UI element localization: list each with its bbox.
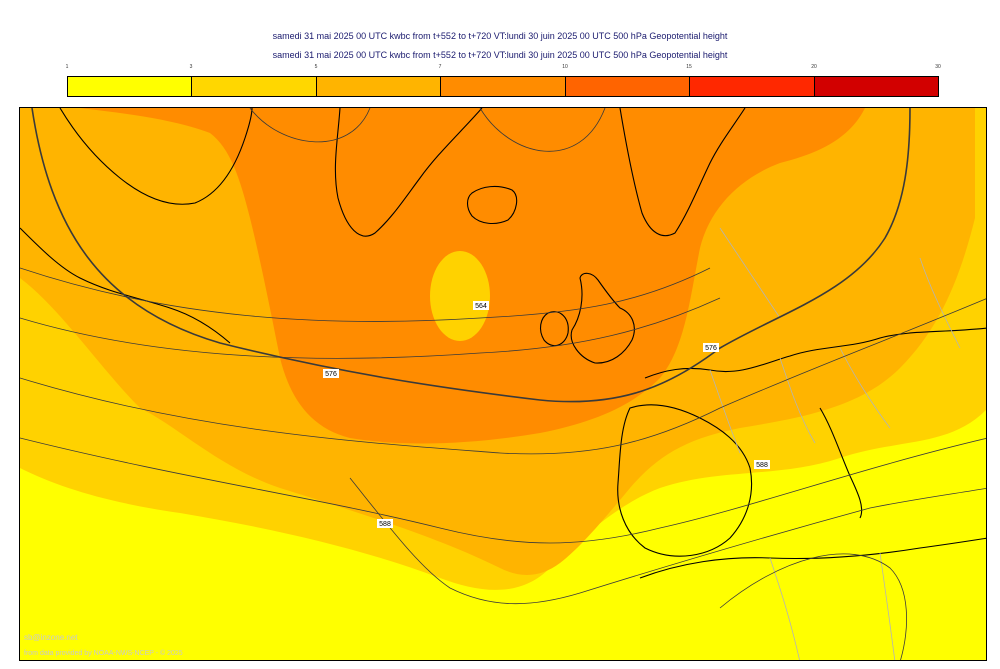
band-inner-cell: [430, 251, 490, 341]
legend-swatch: [690, 77, 815, 96]
legend-swatch: [565, 77, 691, 96]
isoline: [719, 553, 907, 660]
legend-swatch: [192, 77, 317, 96]
contour-label: 588: [379, 521, 391, 528]
british-isles-coast: [570, 272, 635, 364]
contour-label: 564: [475, 303, 487, 310]
legend-tick-label: 5: [314, 64, 318, 70]
legend-tick-label: 20: [811, 64, 817, 70]
contour-label: 588: [756, 462, 768, 469]
legend-tick-label: 10: [562, 64, 568, 70]
isoline: [20, 437, 986, 544]
map-canvas: 564 576 576 588 588: [20, 108, 986, 660]
legend-tick-label: 3: [189, 64, 193, 70]
map-title-line-2: samedi 31 mai 2025 00 UTC kwbc from t+55…: [272, 50, 728, 60]
europe-coast: [644, 327, 986, 379]
data-source-credit: from data provided by NOAA-NWS-NCEP - © …: [24, 650, 183, 657]
greenland-coast: [334, 108, 483, 237]
isoline: [479, 108, 606, 152]
baffin-coast: [59, 108, 253, 205]
border-line: [719, 227, 781, 319]
map-title-line-1: samedi 31 mai 2025 00 UTC kwbc from t+55…: [272, 31, 728, 41]
country-borders: [709, 227, 961, 660]
africa-coast: [639, 537, 986, 579]
isoline-576: [31, 108, 911, 403]
contour-label-bg: [473, 301, 489, 310]
geopotential-map[interactable]: 564 576 576 588 588: [19, 107, 987, 661]
border-line: [709, 369, 741, 454]
legend-tick-label: 30: [935, 64, 941, 70]
land-outlines: [20, 108, 986, 579]
isoline: [249, 108, 371, 143]
border-line: [779, 357, 816, 444]
border-line: [839, 347, 891, 429]
legend-tick-label: 15: [686, 64, 692, 70]
isoline: [349, 477, 986, 605]
isoline: [20, 267, 711, 322]
contour-label-bg: [754, 460, 770, 469]
contour-label-bg: [323, 369, 339, 378]
iberia-coast: [617, 404, 753, 557]
legend-tick-label: 7: [438, 64, 442, 70]
legend-swatch: [316, 77, 442, 96]
legend-tick-label: 1: [65, 64, 69, 70]
contour-label-bg: [703, 343, 719, 352]
italy-coast: [819, 407, 863, 519]
isoline: [20, 297, 721, 359]
border-line: [919, 257, 961, 349]
legend-swatch: [68, 77, 193, 96]
border-line: [769, 557, 800, 660]
isoline: [20, 298, 986, 455]
scandinavia-coast: [619, 108, 746, 237]
legend-swatch: [441, 77, 566, 96]
border-line: [879, 552, 896, 660]
ireland-coast: [539, 311, 569, 347]
contour-label: 576: [325, 371, 337, 378]
contour-label-group: 564 576 576 588 588: [323, 301, 770, 528]
contour-label-bg: [377, 519, 393, 528]
legend-swatch: [814, 77, 938, 96]
iceland-coast: [466, 185, 518, 225]
site-credit: sb@inzone.net: [24, 633, 78, 642]
contour-label: 576: [705, 345, 717, 352]
color-scale-legend: [67, 76, 939, 97]
isolines: [20, 108, 986, 660]
